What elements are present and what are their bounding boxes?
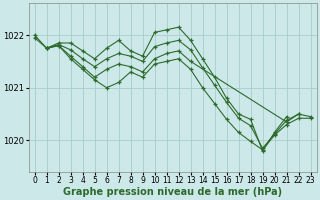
X-axis label: Graphe pression niveau de la mer (hPa): Graphe pression niveau de la mer (hPa) <box>63 187 282 197</box>
